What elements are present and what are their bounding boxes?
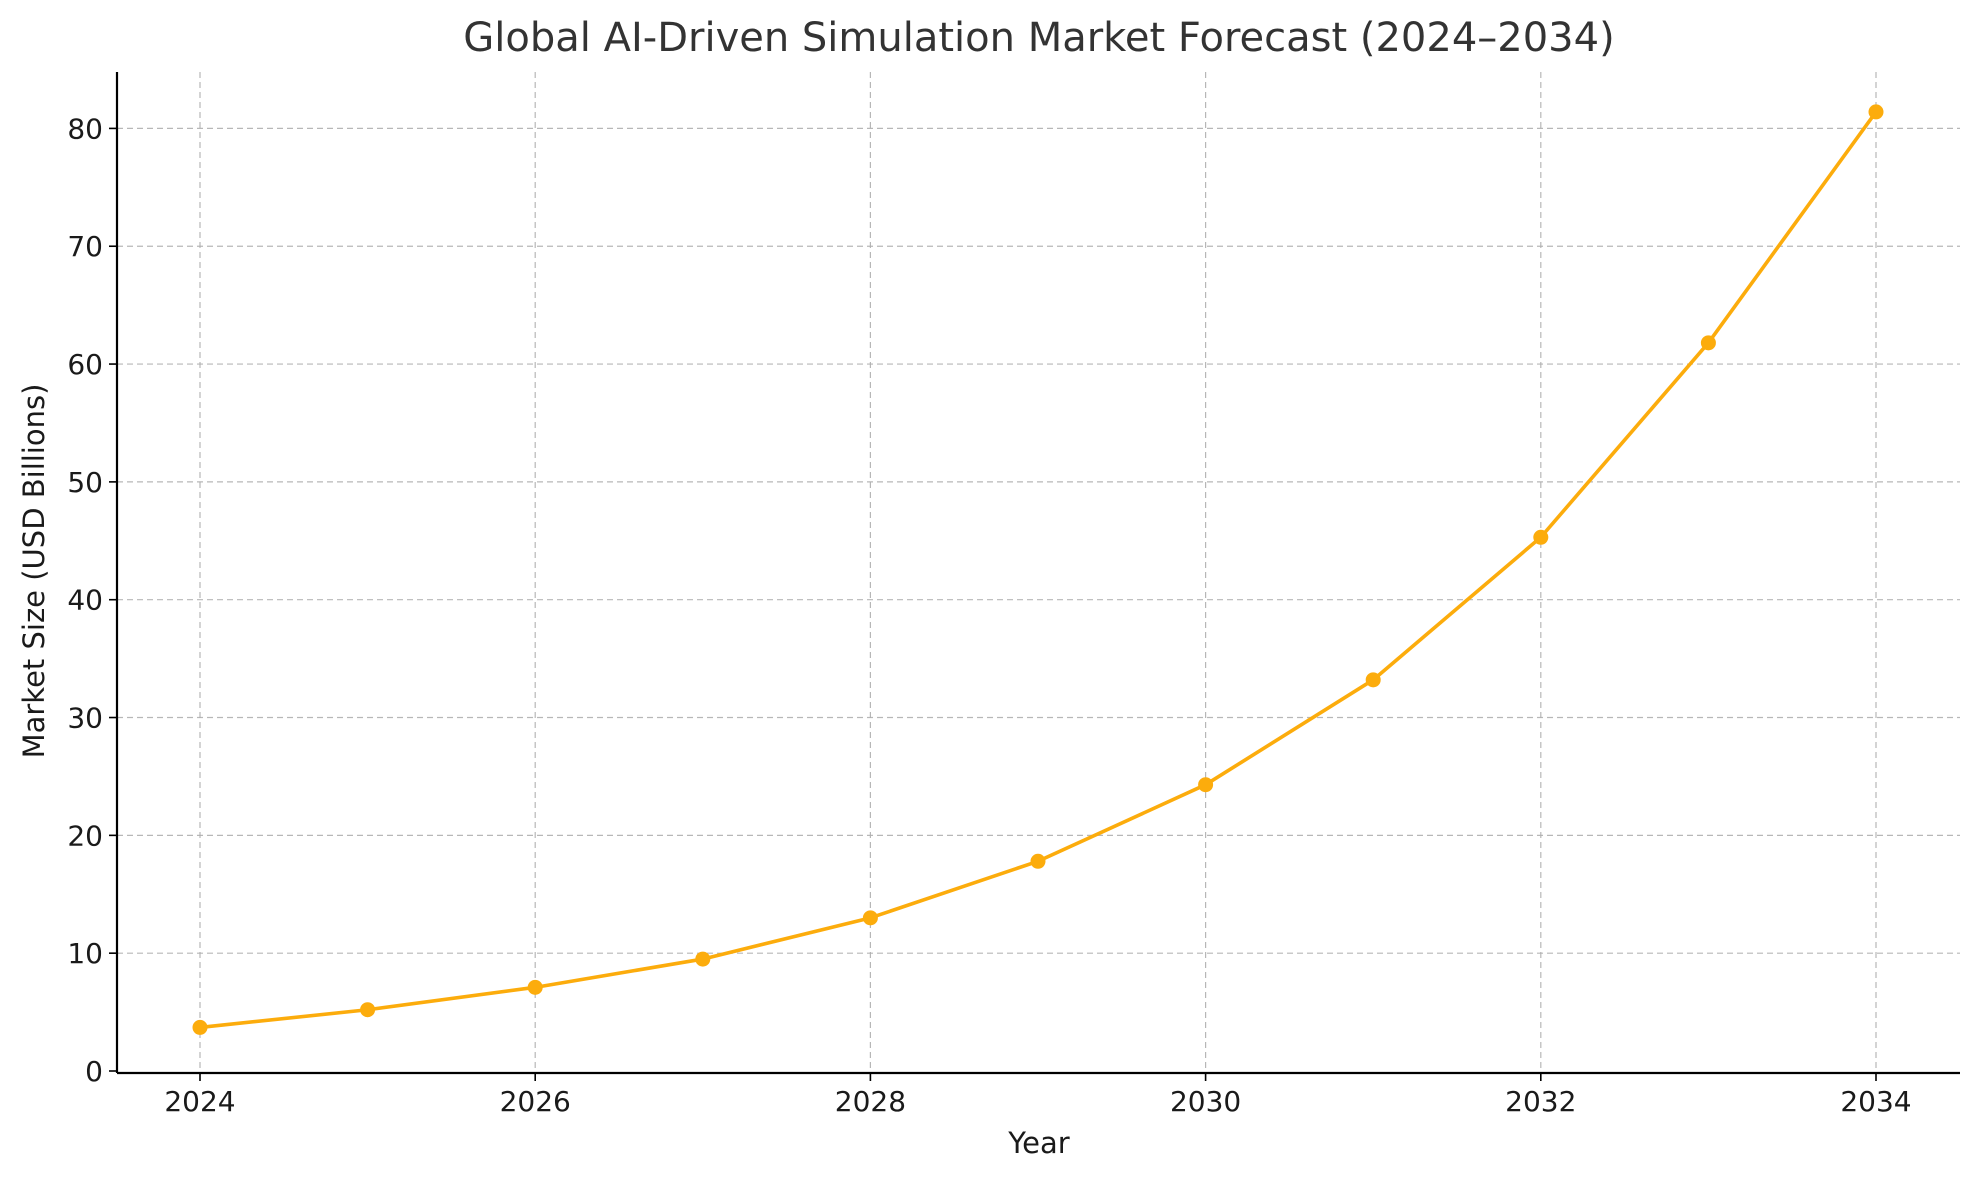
x-tick-label: 2032: [1505, 1085, 1576, 1118]
x-tick-label: 2026: [500, 1085, 571, 1118]
series-line: [198, 110, 1878, 1030]
data-point-marker: [1198, 777, 1214, 793]
axes: [115, 72, 1960, 1075]
y-tick-label: 70: [67, 230, 103, 263]
series: [192, 104, 1884, 1035]
y-tick-label: 0: [85, 1055, 103, 1088]
data-point-marker: [1365, 672, 1381, 688]
data-point-marker: [1700, 335, 1716, 351]
y-tick-label: 40: [67, 584, 103, 617]
data-point-marker: [1030, 853, 1046, 869]
data-point-marker: [527, 979, 543, 995]
x-tick-label: 2030: [1170, 1085, 1241, 1118]
x-tick-label: 2028: [835, 1085, 906, 1118]
y-tick-label: 80: [67, 112, 103, 145]
data-point-marker: [1533, 529, 1549, 545]
x-tick-label: 2034: [1840, 1085, 1911, 1118]
chart-title: Global AI-Driven Simulation Market Forec…: [463, 15, 1614, 61]
y-tick-label: 60: [67, 348, 103, 381]
y-tick-label: 20: [67, 819, 103, 852]
data-point-marker: [192, 1019, 208, 1035]
y-tick-label: 10: [67, 937, 103, 970]
y-axis-title: Market Size (USD Billions): [17, 384, 51, 759]
data-point-marker: [862, 910, 878, 926]
y-tick-label: 30: [67, 702, 103, 735]
x-axis-title: Year: [1007, 1126, 1069, 1160]
grid: [117, 72, 1960, 1073]
data-point-marker: [695, 951, 711, 967]
x-tick-label: 2024: [164, 1085, 235, 1118]
y-tick-label: 50: [67, 466, 103, 499]
data-point-marker: [1868, 104, 1884, 120]
data-point-marker: [360, 1002, 376, 1018]
